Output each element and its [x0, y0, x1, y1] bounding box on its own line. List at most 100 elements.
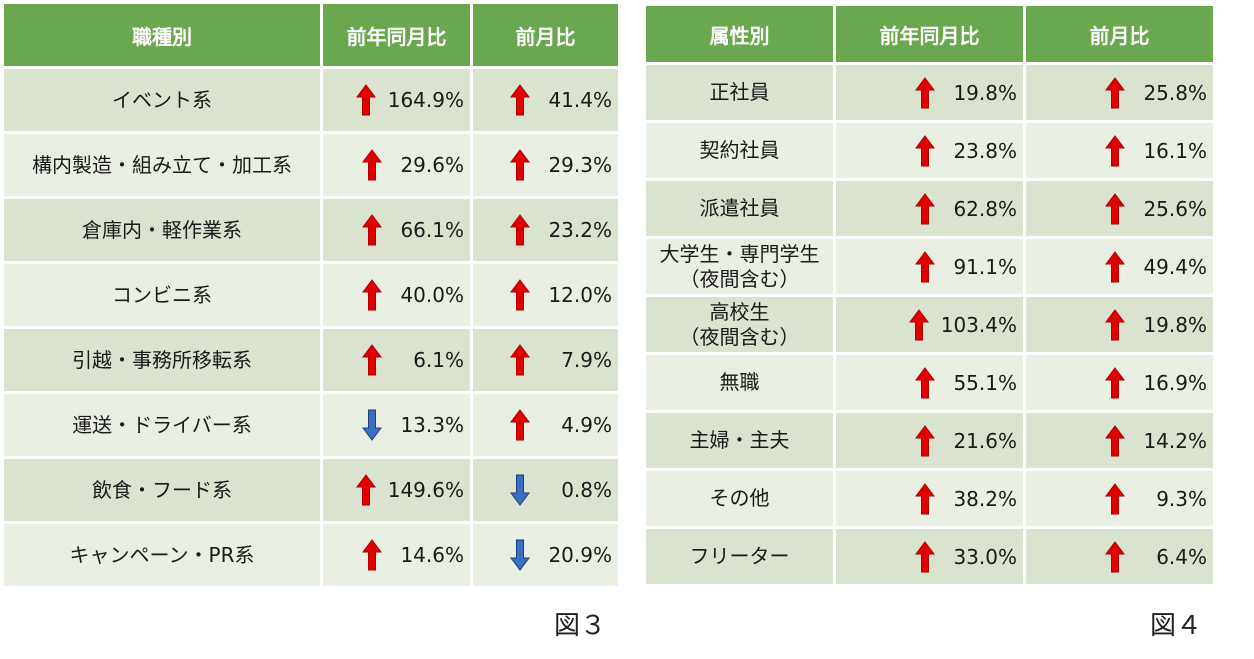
mom-value: 16.1% [1143, 138, 1207, 163]
row-category-text: フリーター [689, 544, 790, 568]
mom-cell: 23.2% [473, 199, 618, 261]
red-up-arrow-icon [510, 279, 530, 311]
mom-value: 7.9% [561, 348, 612, 372]
row-category-text: 無職 [719, 370, 760, 394]
table-row: 飲食・フード系 149.6% 0.8% [4, 459, 618, 521]
mom-value: 25.8% [1143, 80, 1207, 105]
red-up-arrow-icon [1105, 540, 1125, 573]
mom-value: 4.9% [561, 413, 612, 437]
job-type-table: 職種別 前年同月比 前月比 イベント系 164.9% 41.4% 構内製造・組み立て・… [1, 1, 621, 589]
mom-value: 49.4% [1143, 254, 1207, 279]
red-up-arrow-icon [355, 84, 376, 116]
yoy-value: 13.3% [400, 413, 464, 437]
mom-cell: 4.9% [473, 394, 618, 456]
row-category-name: 無職 [646, 355, 833, 410]
table-row: 高校生 （夜間含む） 103.4% 19.8% [646, 297, 1213, 352]
table-row: 構内製造・組み立て・加工系 29.6% 29.3% [4, 134, 618, 196]
header-yoy: 前年同月比 [836, 6, 1023, 62]
yoy-value: 6.1% [413, 348, 464, 372]
yoy-value: 62.8% [953, 196, 1017, 221]
red-up-arrow-icon [362, 149, 382, 181]
yoy-cell: 6.1% [323, 329, 470, 391]
table-row: 派遣社員 62.8% 25.6% [646, 181, 1213, 236]
red-up-arrow-icon [510, 344, 530, 376]
figure-caption-4: 図４ [1150, 611, 1203, 641]
yoy-cell: 55.1% [836, 355, 1023, 410]
mom-cell: 12.0% [473, 264, 618, 326]
yoy-value: 33.0% [953, 544, 1017, 569]
yoy-cell: 38.2% [836, 471, 1023, 526]
header-yoy: 前年同月比 [323, 4, 470, 66]
row-category-text: 契約社員 [699, 138, 780, 162]
yoy-value: 103.4% [940, 312, 1017, 337]
mom-value: 0.8% [561, 478, 612, 502]
red-up-arrow-icon [362, 539, 382, 571]
row-category-text: （夜間含む） [679, 324, 800, 349]
yoy-cell: 13.3% [323, 394, 470, 456]
yoy-value: 38.2% [953, 486, 1017, 511]
red-up-arrow-icon [510, 409, 530, 441]
row-category-text: イベント系 [112, 87, 212, 112]
mom-cell: 7.9% [473, 329, 618, 391]
mom-cell: 29.3% [473, 134, 618, 196]
table-header-row: 属性別 前年同月比 前月比 [646, 6, 1213, 62]
yoy-cell: 62.8% [836, 181, 1023, 236]
row-category-name: 主婦・主夫 [646, 413, 833, 468]
row-category-text: 主婦・主夫 [689, 428, 790, 452]
mom-value: 9.3% [1156, 486, 1207, 511]
mom-cell: 0.8% [473, 459, 618, 521]
red-up-arrow-icon [1105, 134, 1125, 167]
yoy-cell: 103.4% [836, 297, 1023, 352]
table-row: 正社員 19.8% 25.8% [646, 65, 1213, 120]
header-category: 属性別 [646, 6, 833, 62]
yoy-cell: 23.8% [836, 123, 1023, 178]
table-row: イベント系 164.9% 41.4% [4, 69, 618, 131]
red-up-arrow-icon [510, 214, 530, 246]
row-category-text: 構内製造・組み立て・加工系 [32, 152, 292, 177]
yoy-value: 19.8% [953, 80, 1017, 105]
table-row: 運送・ドライバー系 13.3% 4.9% [4, 394, 618, 456]
table-row: 無職 55.1% 16.9% [646, 355, 1213, 410]
attribute-table: 属性別 前年同月比 前月比 正社員 19.8% 25.8% 契約社員 23.8% 16.1… [643, 3, 1216, 587]
mom-cell: 14.2% [1026, 413, 1213, 468]
mom-value: 20.9% [548, 543, 612, 567]
row-category-name: フリーター [646, 529, 833, 584]
row-category-name: キャンペーン・PR系 [4, 524, 320, 586]
row-category-name: 正社員 [646, 65, 833, 120]
row-category-name: 構内製造・組み立て・加工系 [4, 134, 320, 196]
red-up-arrow-icon [510, 84, 530, 116]
mom-cell: 16.1% [1026, 123, 1213, 178]
red-up-arrow-icon [915, 134, 935, 167]
mom-cell: 9.3% [1026, 471, 1213, 526]
mom-value: 12.0% [548, 283, 612, 307]
table-row: フリーター 33.0% 6.4% [646, 529, 1213, 584]
row-category-text: その他 [709, 486, 770, 510]
yoy-cell: 40.0% [323, 264, 470, 326]
red-up-arrow-icon [510, 149, 530, 181]
red-up-arrow-icon [362, 279, 382, 311]
yoy-value: 14.6% [400, 543, 464, 567]
mom-value: 25.6% [1143, 196, 1207, 221]
row-category-text: 正社員 [709, 80, 770, 104]
red-up-arrow-icon [1105, 308, 1125, 341]
mom-value: 23.2% [548, 218, 612, 242]
mom-value: 6.4% [1156, 544, 1207, 569]
row-category-text: 飲食・フード系 [92, 477, 232, 502]
mom-value: 19.8% [1143, 312, 1207, 337]
blue-down-arrow-icon [362, 409, 382, 441]
row-category-text: コンビニ系 [112, 282, 212, 307]
mom-cell: 20.9% [473, 524, 618, 586]
red-up-arrow-icon [915, 192, 935, 225]
red-up-arrow-icon [1105, 250, 1125, 283]
blue-down-arrow-icon [510, 474, 530, 506]
row-category-text: 倉庫内・軽作業系 [82, 217, 242, 242]
yoy-cell: 66.1% [323, 199, 470, 261]
table-row: 引越・事務所移転系 6.1% 7.9% [4, 329, 618, 391]
yoy-value: 40.0% [400, 283, 464, 307]
yoy-cell: 21.6% [836, 413, 1023, 468]
table-row: コンビニ系 40.0% 12.0% [4, 264, 618, 326]
row-category-name: 倉庫内・軽作業系 [4, 199, 320, 261]
row-category-text: 大学生・専門学生 [659, 241, 820, 266]
mom-cell: 19.8% [1026, 297, 1213, 352]
row-category-name: 引越・事務所移転系 [4, 329, 320, 391]
